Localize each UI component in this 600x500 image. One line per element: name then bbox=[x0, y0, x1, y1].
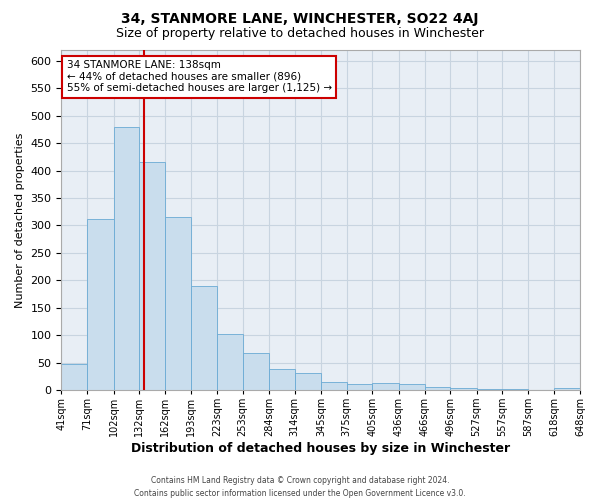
Bar bbox=[373, 383, 399, 390]
Bar bbox=[347, 384, 373, 390]
Bar bbox=[399, 384, 425, 390]
Bar bbox=[191, 286, 217, 390]
Bar bbox=[139, 162, 165, 390]
X-axis label: Distribution of detached houses by size in Winchester: Distribution of detached houses by size … bbox=[131, 442, 510, 455]
Bar bbox=[425, 386, 450, 390]
Y-axis label: Number of detached properties: Number of detached properties bbox=[15, 132, 25, 308]
Bar bbox=[217, 334, 242, 390]
Bar bbox=[87, 220, 113, 390]
Text: 34, STANMORE LANE, WINCHESTER, SO22 4AJ: 34, STANMORE LANE, WINCHESTER, SO22 4AJ bbox=[121, 12, 479, 26]
Bar bbox=[61, 364, 87, 390]
Bar bbox=[321, 382, 347, 390]
Bar bbox=[450, 388, 476, 390]
Bar bbox=[269, 369, 295, 390]
Bar bbox=[113, 127, 139, 390]
Bar bbox=[295, 373, 321, 390]
Bar bbox=[165, 218, 191, 390]
Text: Size of property relative to detached houses in Winchester: Size of property relative to detached ho… bbox=[116, 28, 484, 40]
Bar bbox=[242, 354, 269, 390]
Text: Contains HM Land Registry data © Crown copyright and database right 2024.
Contai: Contains HM Land Registry data © Crown c… bbox=[134, 476, 466, 498]
Bar bbox=[554, 388, 580, 390]
Text: 34 STANMORE LANE: 138sqm
← 44% of detached houses are smaller (896)
55% of semi-: 34 STANMORE LANE: 138sqm ← 44% of detach… bbox=[67, 60, 332, 94]
